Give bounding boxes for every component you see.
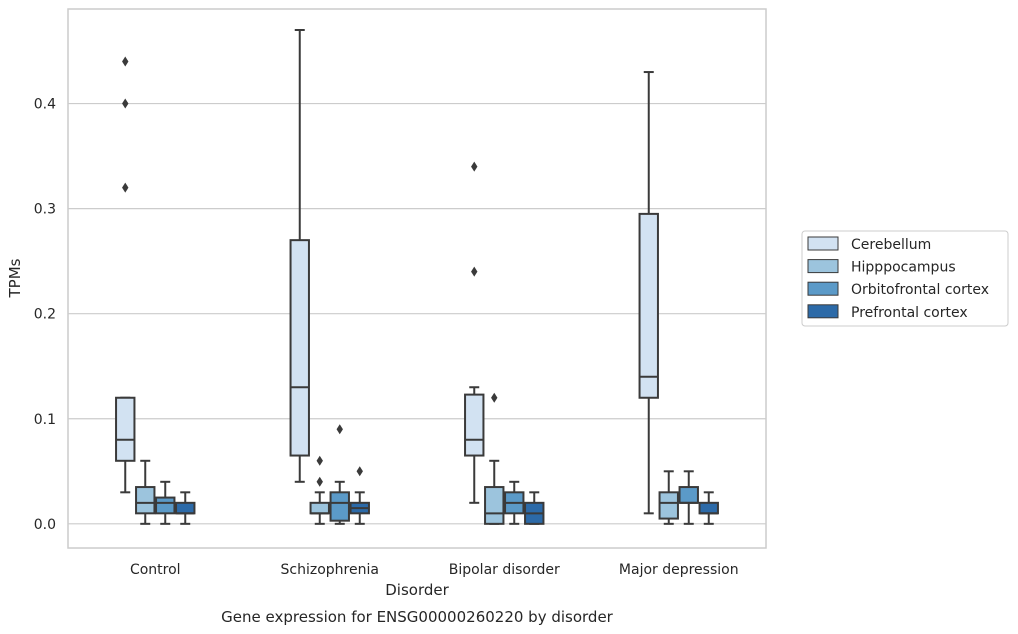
legend-frame [801,230,1009,327]
y-tick-labels: 0.0 0.1 0.2 0.3 0.4 [34,97,56,533]
box-iqr [155,496,176,515]
x-axis-label: Disorder [385,581,449,599]
outlier-point [122,56,129,67]
legend: Cerebellum Hipppocampus Orbitofrontal cort… [801,230,1009,327]
box-iqr [658,491,679,520]
y-tick-label: 0.0 [34,517,56,533]
x-tick-labels: Control Schizophrenia Bipolar disorder Majo… [130,562,739,578]
outlier-point [491,392,498,403]
box-iqr [638,212,659,399]
box-hipppocampus [658,470,679,525]
box-cerebellum [638,71,659,515]
outlier-point [122,98,129,109]
outlier-point [122,182,129,193]
legend-swatch [807,236,839,251]
legend-label: Hipppocampus [851,260,956,276]
outlier-point [471,161,478,172]
box-cerebellum [289,29,310,483]
box-orbitofrontal-cortex [678,470,699,525]
legend-label: Orbitofrontal cortex [851,282,989,298]
legend-swatch [807,259,839,274]
chart-title: Gene expression for ENSG00000260220 by d… [221,608,614,626]
legend-swatch [807,304,839,319]
box-iqr [678,486,699,504]
outlier-point [356,466,363,477]
legend-label: Prefrontal cortex [851,305,968,321]
box-iqr [135,486,156,515]
outlier-point [316,455,323,466]
box-iqr [484,486,505,525]
box-orbitofrontal-cortex [504,480,525,525]
y-axis-label: TPMs [6,258,24,298]
y-tick-label: 0.3 [34,202,56,218]
y-tick-label: 0.4 [34,97,56,113]
x-tick-label: Schizophrenia [281,562,379,578]
y-tick-label: 0.2 [34,307,56,323]
y-tick-label: 0.1 [34,412,56,428]
box-hipppocampus [484,392,505,525]
x-tick-label: Major depression [619,562,739,578]
outlier-point [316,476,323,487]
box-prefrontal-cortex [175,491,196,525]
box-iqr [175,501,196,515]
grid-lines [68,102,766,525]
box-orbitofrontal-cortex [155,480,176,525]
outlier-point [471,266,478,277]
box-iqr [329,491,350,522]
box-iqr [309,501,330,515]
box-iqr [464,393,485,457]
box-prefrontal-cortex [524,491,545,525]
box-prefrontal-cortex [349,466,370,525]
plot-frame [67,8,767,549]
box-groups [115,29,719,525]
box-cerebellum [464,161,485,504]
legend-swatch [807,281,839,296]
x-tick-label: Control [130,562,181,578]
box-cerebellum [115,56,136,494]
box-orbitofrontal-cortex [329,424,350,525]
box-iqr [115,396,136,462]
box-hipppocampus [135,459,156,525]
box-iqr [698,501,719,515]
x-tick-label: Bipolar disorder [449,562,560,578]
box-hipppocampus [309,455,330,525]
box-prefrontal-cortex [698,491,719,525]
legend-label: Cerebellum [851,237,931,253]
outlier-point [336,424,343,435]
box-iqr [289,239,310,457]
